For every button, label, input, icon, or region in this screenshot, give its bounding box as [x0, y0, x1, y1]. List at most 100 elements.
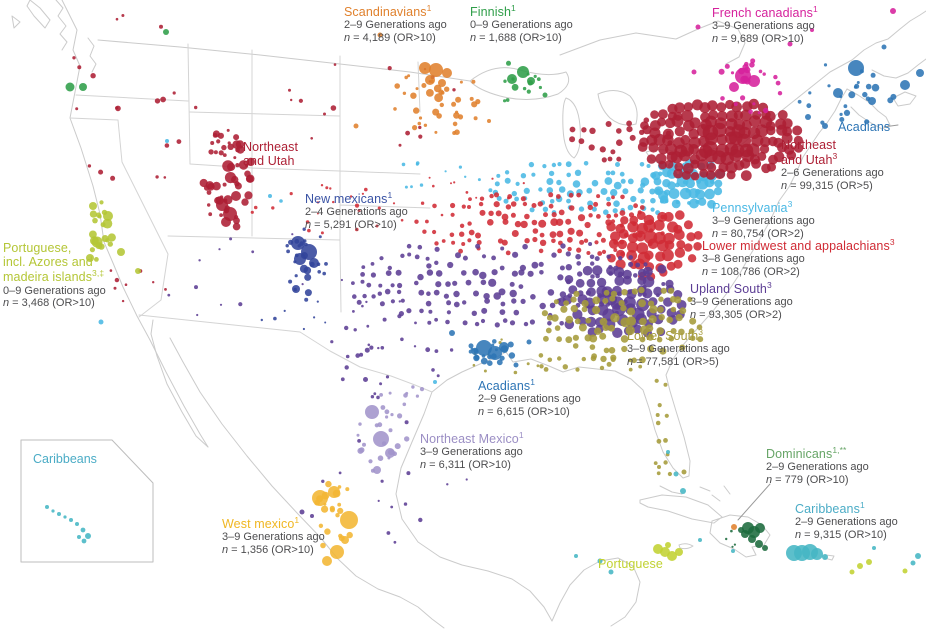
dot	[366, 282, 372, 288]
yucatan-path	[551, 557, 641, 627]
dot	[309, 258, 319, 268]
dot	[362, 442, 366, 447]
dot	[731, 545, 734, 548]
dot	[493, 292, 502, 300]
dot	[499, 265, 505, 271]
dot	[396, 289, 402, 295]
dot	[729, 82, 739, 92]
dot	[411, 385, 415, 389]
dot	[733, 543, 737, 546]
dot	[748, 75, 760, 87]
dot	[163, 29, 169, 35]
dot	[618, 229, 629, 239]
dot	[697, 159, 709, 171]
dot	[657, 403, 662, 408]
dot	[344, 325, 349, 331]
dot	[318, 523, 324, 528]
dot	[398, 300, 401, 303]
dot	[316, 201, 320, 204]
dot	[316, 300, 319, 303]
dot	[438, 79, 446, 87]
canada-border-path	[97, 39, 471, 82]
dot	[755, 540, 763, 548]
dot	[567, 227, 575, 235]
dot	[684, 243, 693, 252]
dot	[496, 196, 502, 201]
dot	[340, 278, 343, 282]
dot	[900, 80, 910, 90]
dot	[613, 200, 620, 207]
dot	[596, 277, 607, 288]
dot	[808, 91, 812, 95]
dot	[105, 238, 110, 243]
dot	[244, 170, 251, 178]
dot	[80, 527, 86, 533]
dot	[444, 86, 450, 92]
dot	[762, 545, 768, 551]
dot	[639, 317, 647, 326]
dot	[198, 259, 201, 262]
dot	[678, 328, 685, 336]
dot	[915, 553, 921, 559]
dot	[542, 92, 548, 98]
dot	[425, 300, 432, 307]
dot	[646, 164, 651, 168]
dot	[385, 375, 390, 379]
dot	[477, 178, 481, 182]
dot	[294, 253, 306, 265]
dot	[608, 238, 619, 249]
dot	[594, 256, 600, 262]
dot	[465, 478, 468, 481]
dot	[434, 246, 440, 252]
dot	[707, 199, 716, 209]
dot	[688, 128, 700, 140]
dot	[523, 321, 529, 327]
dot	[556, 179, 562, 186]
dot	[550, 218, 559, 227]
dot	[565, 315, 574, 324]
dot	[355, 353, 361, 358]
dot	[541, 310, 549, 317]
dot	[532, 236, 538, 243]
dot	[434, 260, 439, 265]
dot	[478, 201, 484, 207]
dot	[458, 248, 463, 254]
dot	[862, 91, 868, 98]
dot	[117, 248, 125, 256]
dot	[674, 102, 685, 114]
dot	[446, 310, 451, 315]
dot	[762, 72, 766, 76]
dot	[553, 299, 559, 305]
dot	[648, 300, 655, 307]
dot	[733, 102, 738, 107]
dot	[565, 336, 573, 344]
dot	[639, 356, 646, 364]
dot	[316, 212, 319, 215]
dot	[404, 75, 409, 80]
dot	[576, 192, 582, 198]
dot	[378, 283, 383, 288]
dot	[503, 79, 507, 83]
dot	[299, 509, 305, 515]
dot	[642, 288, 653, 299]
dot	[673, 259, 683, 269]
dot	[356, 299, 362, 305]
dot	[610, 290, 618, 298]
dots-finnish	[65, 29, 548, 103]
dot	[543, 212, 548, 218]
dot	[557, 274, 564, 281]
dot	[221, 144, 227, 151]
dot	[673, 229, 685, 241]
dot	[794, 143, 804, 153]
dot	[551, 238, 556, 244]
dot	[288, 279, 293, 284]
dot	[509, 320, 516, 326]
dot	[373, 392, 377, 396]
dot	[689, 335, 696, 342]
dot	[675, 314, 683, 322]
dot	[212, 130, 220, 138]
dot	[419, 62, 431, 74]
dot	[407, 252, 412, 257]
dot	[601, 249, 607, 254]
dot	[539, 232, 545, 238]
